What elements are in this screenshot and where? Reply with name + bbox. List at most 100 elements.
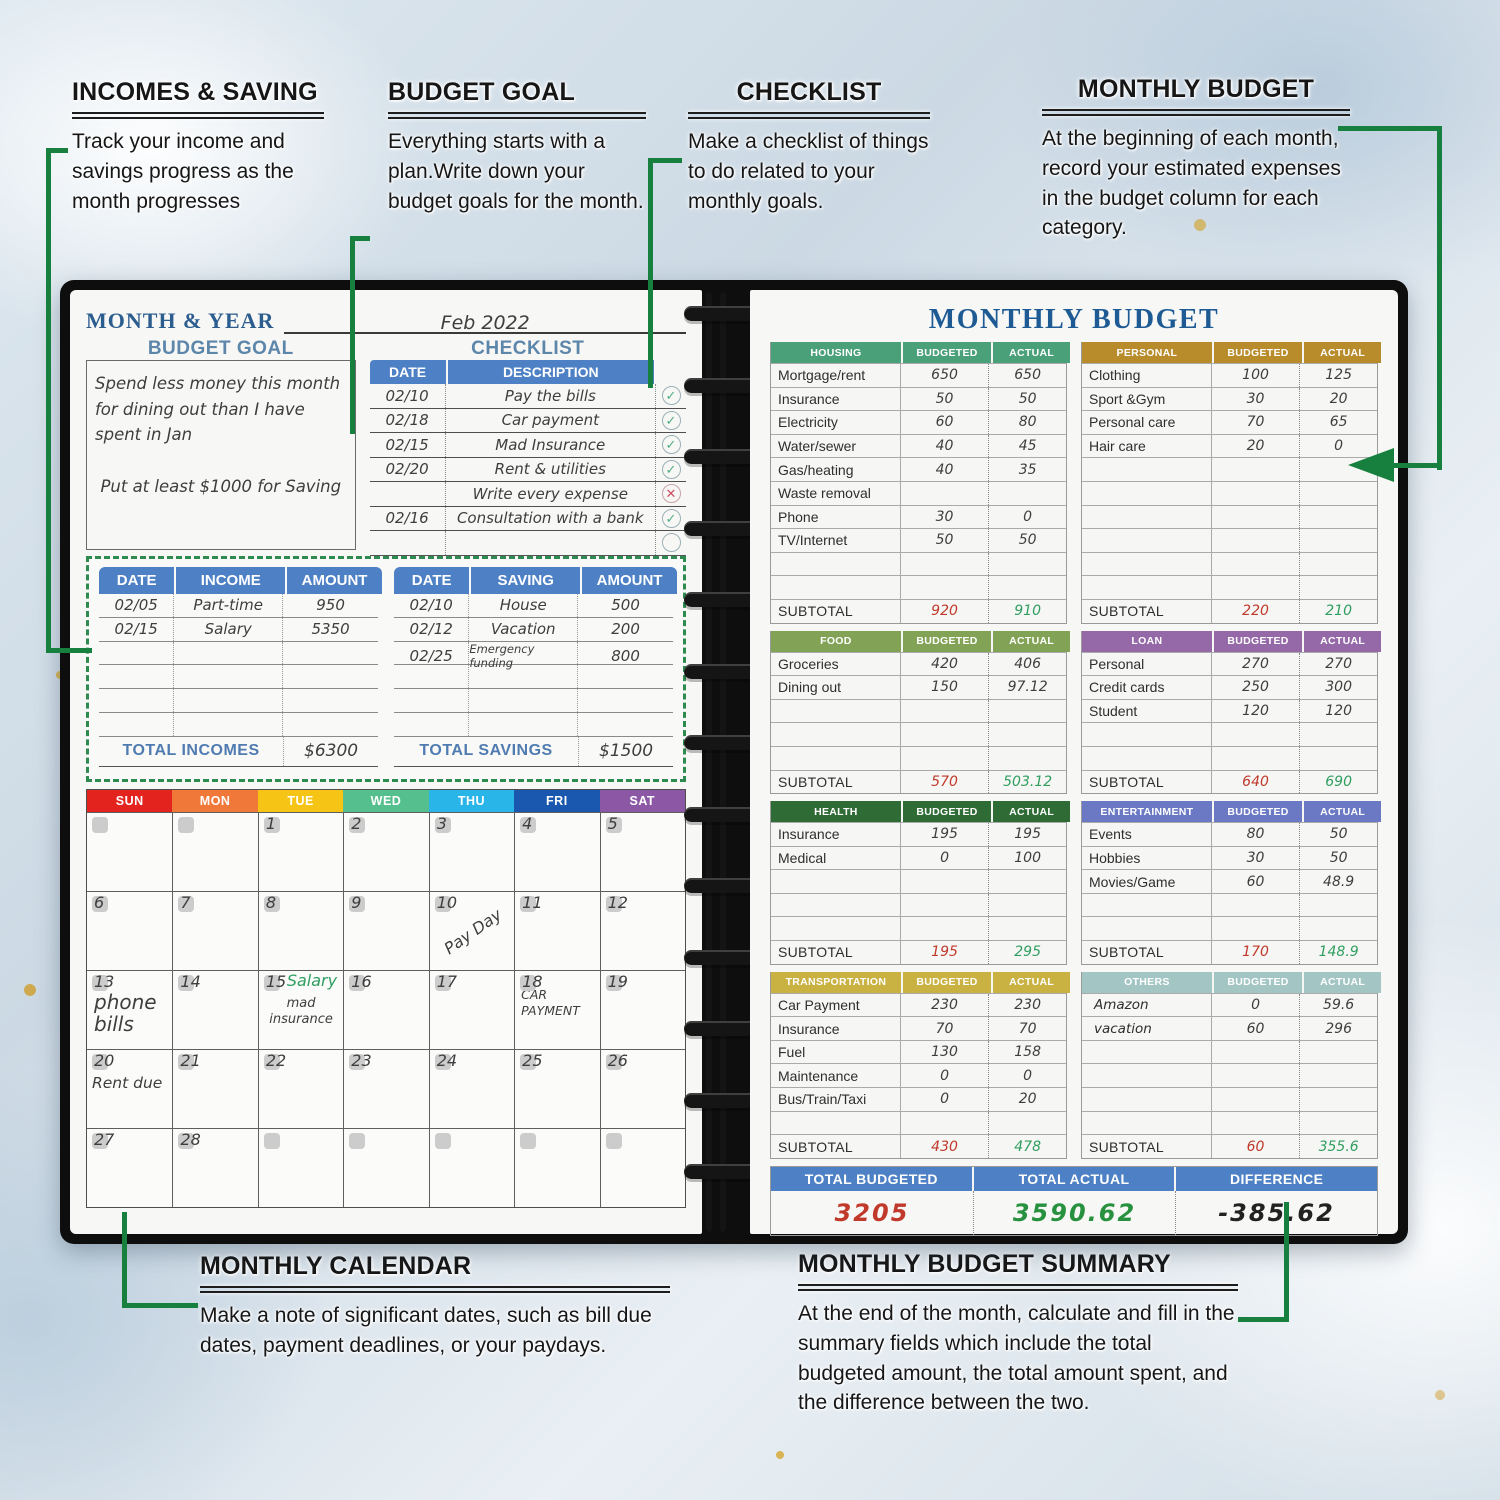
binding-wire [720, 292, 726, 1232]
budget-item-name [1082, 1111, 1212, 1135]
budget-item-budgeted: 70 [901, 1017, 990, 1040]
income-row: 02/15 Salary 5350 [99, 617, 378, 642]
budget-item-budgeted: 195 [901, 823, 990, 846]
budget-item-budgeted: 0 [901, 1064, 990, 1088]
day-number: 14 [180, 972, 201, 991]
binding-loop [684, 878, 762, 893]
income-header-cell: INCOME [176, 567, 286, 594]
connector-line [1437, 126, 1442, 470]
day-badge [92, 817, 108, 833]
checklist-description: Car payment [446, 408, 656, 432]
calendar-cell [428, 1128, 515, 1207]
checklist-status: ✓ [656, 435, 686, 455]
checklist-row: 02/16 Consultation with a bank ✓ [369, 506, 686, 531]
budget-item-budgeted: 80 [1212, 823, 1301, 846]
category-label: TRANSPORTATION [771, 971, 901, 993]
day-badge [349, 975, 366, 991]
planner-notebook: MONTH & YEAR Feb 2022 BUDGET GOAL Spend … [60, 280, 1408, 1244]
budget-item-budgeted: 130 [901, 1040, 990, 1064]
budget-item-actual: 59.6 [1323, 996, 1355, 1013]
budget-item-name: Maintenance [771, 1064, 901, 1088]
budget-goal-column: BUDGET GOAL Spend less money this month … [86, 338, 356, 550]
actual-label: ACTUAL [993, 630, 1070, 652]
budget-item-name [771, 552, 901, 576]
budget-item-name [1082, 1064, 1212, 1088]
budget-item-name: Movies/Game [1082, 870, 1212, 893]
budgeted-label: BUDGETED [902, 971, 992, 993]
saving-header-cell: AMOUNT [582, 567, 677, 594]
connector-line [1338, 126, 1442, 131]
budget-item-budgeted [1212, 481, 1301, 505]
day-number: 2 [351, 814, 362, 833]
callout-title: CHECKLIST [736, 78, 882, 106]
budget-goal-box: Spend less money this month for dining o… [86, 360, 356, 550]
budget-table-entertainment: ENTERTAINMENT BUDGETED ACTUAL Events 80 50 Hob… [1081, 801, 1381, 965]
budget-item-budgeted: 270 [1212, 652, 1301, 676]
cross-icon: ✕ [661, 484, 681, 504]
income-desc [174, 641, 284, 665]
subtotal-label: SUBTOTAL [771, 941, 901, 964]
budget-item-actual [1300, 1088, 1377, 1111]
budget-item-name [1082, 458, 1212, 481]
actual-label: ACTUAL [993, 342, 1070, 363]
day-number: 25 [522, 1051, 543, 1070]
budget-item-budgeted: 30 [1212, 387, 1301, 411]
checklist-date: 02/10 [370, 384, 446, 408]
budget-row: Bus/Train/Taxi 0 20 [771, 1087, 1066, 1111]
budget-item-actual [989, 894, 1066, 917]
day-badge [605, 817, 622, 833]
calendar-cell: 14 [172, 970, 258, 1049]
budget-row [771, 1110, 1066, 1135]
checklist-description [446, 531, 656, 555]
budget-row: Credit cards 250 300 [1082, 675, 1377, 699]
day-badge [178, 975, 195, 991]
weekday-thu: THU [428, 790, 515, 812]
budget-item-name [1082, 723, 1212, 746]
budget-item-budgeted [901, 917, 990, 941]
budget-table-header: ENTERTAINMENT BUDGETED ACTUAL [1082, 801, 1381, 823]
day-number: 27 [94, 1130, 115, 1149]
budget-item-name: Bus/Train/Taxi [771, 1088, 901, 1111]
day-badge [263, 975, 280, 991]
budgeted-label: BUDGETED [902, 630, 992, 652]
category-label: HOUSING [771, 342, 901, 363]
day-number: 12 [607, 893, 628, 912]
budget-item-name: Personal care [1082, 411, 1212, 434]
calendar-cell: 9 [343, 891, 429, 970]
left-page: MONTH & YEAR Feb 2022 BUDGET GOAL Spend … [70, 290, 702, 1234]
goal-checklist-section: BUDGET GOAL Spend less money this month … [86, 338, 686, 556]
subtotal-budgeted: 220 [1212, 599, 1301, 623]
budget-item-budgeted [901, 1111, 990, 1135]
budget-row: TV/Internet 50 50 [771, 528, 1066, 552]
callout-body: Track your income and savings progress a… [72, 130, 294, 213]
budget-item-budgeted [1212, 576, 1301, 599]
income-amount: 950 [316, 596, 345, 615]
subtotal-row: SUBTOTAL 640 690 [1082, 769, 1377, 794]
binding-loop [684, 663, 762, 679]
connector-line [350, 236, 370, 241]
check-icon: ✓ [661, 508, 681, 528]
budget-row: Student 120 120 [1082, 698, 1377, 723]
budget-item-name: Hair care [1082, 434, 1212, 458]
calendar-note: Rent due [92, 1074, 163, 1092]
summary-header-cell: TOTAL ACTUAL [973, 1166, 1175, 1191]
checklist-description: Pay the bills [446, 384, 656, 408]
connector-line [122, 1303, 198, 1308]
budget-row [1082, 457, 1377, 481]
calendar-cell: 18 CAR PAYMENT [514, 970, 600, 1049]
income-table: DATE INCOME AMOUNT 02/05 Part-time 950 02/15 Sa… [99, 567, 382, 771]
budget-table-food: FOOD BUDGETED ACTUAL Groceries 420 406 Dining … [770, 630, 1070, 795]
checklist-status: ✓ [656, 459, 686, 479]
budget-item-name: Waste removal [771, 481, 901, 505]
budget-table-health: HEALTH BUDGETED ACTUAL Insurance 195 195 Medic… [770, 801, 1070, 965]
budget-item-actual [989, 917, 1066, 940]
weekday-fri: FRI [514, 790, 600, 812]
category-label: ENTERTAINMENT [1082, 801, 1212, 823]
budgeted-label: BUDGETED [1213, 630, 1303, 652]
saving-desc [469, 712, 579, 736]
day-badge [605, 975, 622, 991]
budget-tables: HOUSING BUDGETED ACTUAL Mortgage/rent 650 650… [770, 342, 1381, 1159]
income-amount [283, 642, 378, 665]
day-number: 17 [436, 972, 458, 991]
budget-item-budgeted [1212, 893, 1301, 917]
